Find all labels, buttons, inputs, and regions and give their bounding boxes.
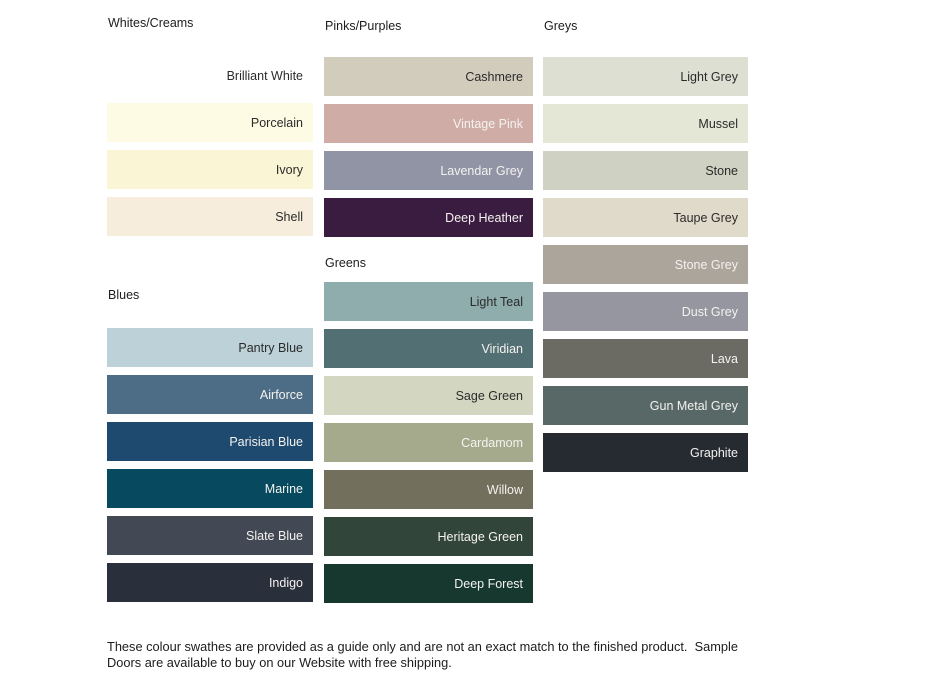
swatch-willow: Willow [324,470,533,509]
swatch-list-pinks-purples: Cashmere Vintage Pink Lavendar Grey Deep… [324,57,533,245]
disclaimer-note: These colour swathes are provided as a g… [107,639,797,670]
swatch-label: Deep Heather [445,210,523,225]
swatch-label: Light Grey [680,69,738,84]
group-title-blues: Blues [108,288,140,302]
swatch-label: Airforce [259,387,303,402]
palette-column-whites-blues: Whites/Creams Brilliant White Porcelain … [107,0,313,700]
swatch-vintage-pink: Vintage Pink [324,104,533,143]
swatch-label: Cashmere [465,69,523,84]
swatch-label: Porcelain [250,115,303,130]
swatch-label: Graphite [690,445,738,460]
swatch-list-whites-creams: Brilliant White Porcelain Ivory Shell [107,56,313,244]
swatch-label: Slate Blue [246,528,303,543]
swatch-viridian: Viridian [324,329,533,368]
swatch-graphite: Graphite [543,433,748,472]
swatch-label: Lava [710,351,738,366]
swatch-taupe-grey: Taupe Grey [543,198,748,237]
group-title-pinks-purples: Pinks/Purples [325,19,402,33]
swatch-gun-metal-grey: Gun Metal Grey [543,386,748,425]
swatch-label: Light Teal [469,294,523,309]
swatch-label: Ivory [275,162,303,177]
swatch-indigo: Indigo [107,563,313,602]
swatch-stone-grey: Stone Grey [543,245,748,284]
swatch-slate-blue: Slate Blue [107,516,313,555]
swatch-list-greens: Light Teal Viridian Sage Green Cardamom … [324,282,533,611]
swatch-porcelain: Porcelain [107,103,313,142]
swatch-brilliant-white: Brilliant White [107,56,313,95]
swatch-deep-forest: Deep Forest [324,564,533,603]
swatch-marine: Marine [107,469,313,508]
swatch-lava: Lava [543,339,748,378]
swatch-label: Stone Grey [674,257,738,272]
swatch-label: Lavendar Grey [440,163,523,178]
swatch-heritage-green: Heritage Green [324,517,533,556]
swatch-shell: Shell [107,197,313,236]
swatch-light-grey: Light Grey [543,57,748,96]
swatch-label: Mussel [698,116,738,131]
swatch-list-blues: Pantry Blue Airforce Parisian Blue Marin… [107,328,313,610]
swatch-deep-heather: Deep Heather [324,198,533,237]
swatch-label: Brilliant White [226,68,303,83]
swatch-airforce: Airforce [107,375,313,414]
disclaimer-line-2: Doors are available to buy on our Websit… [107,654,452,670]
swatch-label: Sage Green [455,388,523,403]
swatch-label: Vintage Pink [453,116,523,131]
swatch-label: Stone [705,163,738,178]
swatch-label: Shell [275,209,303,224]
swatch-parisian-blue: Parisian Blue [107,422,313,461]
swatch-label: Viridian [481,341,523,356]
swatch-mussel: Mussel [543,104,748,143]
swatch-label: Dust Grey [681,304,738,319]
swatch-list-greys: Light Grey Mussel Stone Taupe Grey Stone… [543,57,748,480]
group-title-greens: Greens [325,256,366,270]
swatch-ivory: Ivory [107,150,313,189]
swatch-sage-green: Sage Green [324,376,533,415]
swatch-label: Marine [264,481,303,496]
swatch-label: Gun Metal Grey [649,398,738,413]
swatch-label: Willow [486,482,523,497]
swatch-label: Cardamom [461,435,523,450]
swatch-cardamom: Cardamom [324,423,533,462]
palette-column-pinks-greens: Pinks/Purples Cashmere Vintage Pink Lave… [324,0,533,700]
swatch-lavendar-grey: Lavendar Grey [324,151,533,190]
swatch-label: Heritage Green [437,529,523,544]
swatch-label: Pantry Blue [238,340,303,355]
disclaimer-line-1: These colour swathes are provided as a g… [107,639,738,654]
swatch-label: Taupe Grey [673,210,738,225]
swatch-dust-grey: Dust Grey [543,292,748,331]
swatch-light-teal: Light Teal [324,282,533,321]
swatch-pantry-blue: Pantry Blue [107,328,313,367]
swatch-label: Deep Forest [454,576,523,591]
swatch-label: Indigo [268,575,303,590]
group-title-greys: Greys [544,19,578,33]
swatch-stone: Stone [543,151,748,190]
group-title-whites-creams: Whites/Creams [108,16,194,30]
swatch-label: Parisian Blue [229,434,303,449]
palette-column-greys: Greys Light Grey Mussel Stone Taupe Grey… [543,0,748,700]
swatch-cashmere: Cashmere [324,57,533,96]
